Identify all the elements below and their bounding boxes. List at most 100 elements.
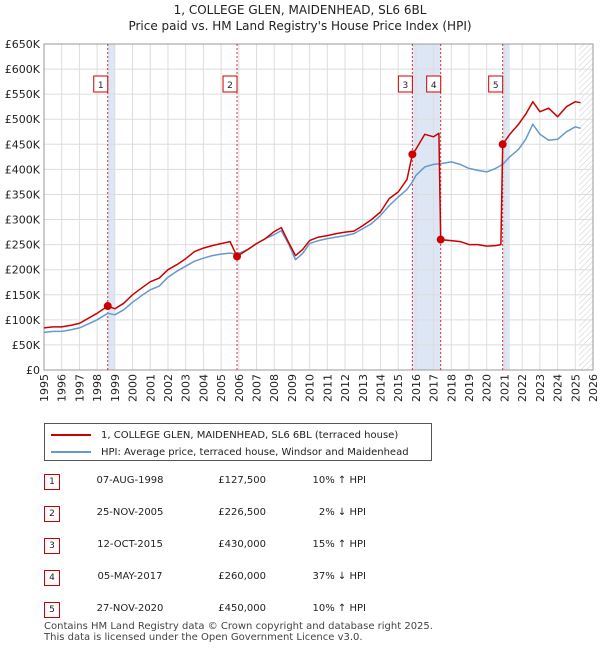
x-tick-label: 2017 xyxy=(428,374,441,402)
ownership-band xyxy=(502,44,510,370)
sale-marker-badge: 5 xyxy=(44,602,60,618)
x-tick-label: 2024 xyxy=(552,374,565,402)
legend: 1, COLLEGE GLEN, MAIDENHEAD, SL6 6BL (te… xyxy=(44,423,432,461)
ownership-band xyxy=(412,44,441,370)
price-chart: 1 2 3 4 5 £0 £50K £100K £150K £200K £250K £300K £350… xyxy=(5,38,600,402)
chart-subtitle: Price paid vs. HM Land Registry's House … xyxy=(128,19,472,33)
x-tick-label: 2016 xyxy=(410,374,423,402)
sale-date: 07-AUG-1998 xyxy=(96,475,164,486)
footer-licence: This data is licensed under the Open Gov… xyxy=(44,632,363,643)
x-tick-label: 2007 xyxy=(251,374,264,402)
table-row: 4 05-MAY-2017 £260,000 37% ↓ HPI xyxy=(44,568,444,588)
sale-number-label: 2 xyxy=(227,81,233,91)
sale-point xyxy=(233,252,242,261)
property-series-line xyxy=(43,100,581,329)
sale-hpi-diff: 10% ↑ HPI xyxy=(312,475,366,486)
x-tick-label: 2014 xyxy=(374,374,387,402)
sale-date: 12-OCT-2015 xyxy=(97,539,163,550)
legend-item-hpi: HPI: Average price, terraced house, Wind… xyxy=(51,444,409,460)
sale-price: £226,500 xyxy=(218,507,266,518)
x-tick-label: 1999 xyxy=(109,374,122,402)
x-tick-label: 2012 xyxy=(339,374,352,402)
sale-point xyxy=(436,235,445,244)
x-tick-label: 2009 xyxy=(286,374,299,402)
x-tick-label: 2000 xyxy=(127,374,140,402)
forecast-band xyxy=(578,44,593,370)
x-tick-label: 2026 xyxy=(587,374,600,402)
table-row: 3 12-OCT-2015 £430,000 15% ↑ HPI xyxy=(44,536,444,556)
x-tick-label: 2020 xyxy=(481,374,494,402)
sale-number-box xyxy=(93,75,109,93)
footer-attribution: Contains HM Land Registry data © Crown c… xyxy=(44,621,433,643)
y-tick-label: £200K xyxy=(5,264,41,277)
hpi-series-line xyxy=(43,123,581,334)
sale-number-label: 5 xyxy=(493,81,499,91)
sale-marker-badge: 2 xyxy=(44,506,60,522)
sale-date: 25-NOV-2005 xyxy=(96,507,164,518)
y-tick-label: £250K xyxy=(5,239,41,252)
legend-item-property: 1, COLLEGE GLEN, MAIDENHEAD, SL6 6BL (te… xyxy=(51,427,398,443)
sale-hpi-diff: 37% ↓ HPI xyxy=(312,571,366,582)
x-tick-label: 2013 xyxy=(357,374,370,402)
chart-title: 1, COLLEGE GLEN, MAIDENHEAD, SL6 6BL xyxy=(173,3,427,17)
sale-date: 05-MAY-2017 xyxy=(97,571,163,582)
x-tick-label: 2011 xyxy=(321,374,334,402)
legend-property-label: 1, COLLEGE GLEN, MAIDENHEAD, SL6 6BL (te… xyxy=(101,429,399,441)
x-tick-label: 1995 xyxy=(38,374,51,402)
sale-marker-badge: 3 xyxy=(44,538,60,554)
sale-hpi-diff: 2% ↓ HPI xyxy=(318,507,366,518)
x-tick-label: 2003 xyxy=(180,374,193,402)
y-tick-label: £400K xyxy=(5,163,41,176)
sale-number-label: 4 xyxy=(431,81,437,91)
y-tick-label: £550K xyxy=(5,88,41,101)
sale-number-box xyxy=(397,75,413,93)
y-tick-label: £350K xyxy=(5,188,41,201)
y-tick-label: £450K xyxy=(5,138,41,151)
sale-price: £260,000 xyxy=(218,571,266,582)
x-tick-label: 2004 xyxy=(197,374,210,402)
x-tick-label: 2015 xyxy=(392,374,405,402)
y-tick-label: £100K xyxy=(5,314,41,327)
sale-hpi-diff: 15% ↑ HPI xyxy=(312,539,366,550)
x-tick-label: 2018 xyxy=(445,374,458,402)
x-tick-label: 1998 xyxy=(91,374,104,402)
sale-number-box xyxy=(426,75,442,93)
x-tick-label: 2025 xyxy=(569,374,582,402)
x-tick-label: 2006 xyxy=(233,374,246,402)
x-tick-label: 2005 xyxy=(215,374,228,402)
sale-price: £450,000 xyxy=(218,603,266,614)
sale-number-label: 3 xyxy=(402,81,408,91)
table-row: 1 07-AUG-1998 £127,500 10% ↑ HPI xyxy=(44,472,444,492)
x-tick-label: 2002 xyxy=(162,374,175,402)
y-tick-label: £300K xyxy=(5,214,41,227)
y-tick-label: £600K xyxy=(5,63,41,76)
sale-marker-badge: 1 xyxy=(44,474,60,490)
x-tick-label: 2022 xyxy=(516,374,529,402)
y-tick-label: £650K xyxy=(5,38,41,51)
y-tick-label: £50K xyxy=(12,339,41,352)
table-row: 2 25-NOV-2005 £226,500 2% ↓ HPI xyxy=(44,504,444,524)
sale-price: £430,000 xyxy=(218,539,266,550)
footer-copyright: Contains HM Land Registry data © Crown c… xyxy=(44,621,433,632)
sale-hpi-diff: 10% ↑ HPI xyxy=(312,603,366,614)
sale-point xyxy=(408,150,417,159)
sale-point xyxy=(498,140,507,149)
x-tick-label: 1997 xyxy=(73,374,86,402)
sale-price: £127,500 xyxy=(218,475,266,486)
sale-number-label: 1 xyxy=(98,81,104,91)
plot-border xyxy=(43,43,594,371)
sale-number-box xyxy=(222,75,238,93)
legend-hpi-label: HPI: Average price, terraced house, Wind… xyxy=(101,446,409,458)
table-row: 5 27-NOV-2020 £450,000 10% ↑ HPI xyxy=(44,600,444,620)
x-tick-label: 2019 xyxy=(463,374,476,402)
sale-date: 27-NOV-2020 xyxy=(96,603,164,614)
ownership-band xyxy=(107,44,115,370)
x-tick-label: 2010 xyxy=(304,374,317,402)
hpi-line-swatch xyxy=(51,451,91,453)
sale-point xyxy=(103,302,112,311)
x-tick-label: 2023 xyxy=(534,374,547,402)
property-line-swatch xyxy=(51,434,91,436)
sale-number-box xyxy=(488,75,504,93)
y-tick-label: £500K xyxy=(5,113,41,126)
y-tick-label: £0 xyxy=(26,364,40,377)
